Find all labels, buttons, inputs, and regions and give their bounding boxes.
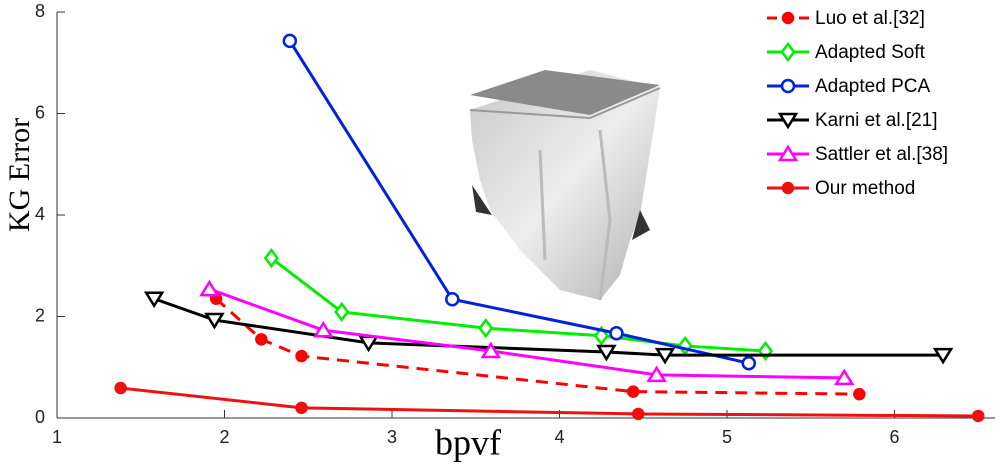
legend-label: Adapted Soft (815, 42, 926, 63)
legend-marker (783, 13, 793, 23)
marker (854, 389, 864, 399)
marker (633, 409, 643, 419)
legend-marker (783, 183, 793, 193)
marker (973, 411, 983, 421)
y-tick-label: 0 (35, 407, 45, 427)
series (265, 250, 771, 359)
y-tick-label: 2 (35, 305, 45, 325)
marker (336, 304, 348, 320)
x-axis-label: bpvf (435, 422, 501, 462)
marker (297, 403, 307, 413)
series-line (121, 388, 979, 416)
marker (760, 343, 772, 359)
x-tick-label: 5 (722, 427, 732, 447)
series-line (154, 299, 943, 355)
marker (256, 334, 266, 344)
y-tick-label: 8 (35, 1, 45, 21)
y-tick-label: 4 (35, 204, 45, 224)
x-tick-label: 3 (387, 427, 397, 447)
marker (679, 338, 691, 354)
series-line (271, 258, 765, 351)
marker (284, 35, 296, 47)
marker (480, 320, 492, 336)
y-tick-label: 6 (35, 102, 45, 122)
marker (116, 383, 126, 393)
x-tick-label: 2 (219, 427, 229, 447)
legend-label: Karni et al.[21] (815, 110, 938, 131)
cloth-image (470, 70, 660, 300)
marker (201, 282, 217, 295)
legend-label: Luo et al.[32] (815, 8, 925, 29)
legend-marker (782, 44, 794, 60)
marker (628, 387, 638, 397)
x-tick-label: 1 (52, 427, 62, 447)
x-tick-label: 6 (889, 427, 899, 447)
marker (610, 327, 622, 339)
legend-label: Adapted PCA (815, 76, 930, 97)
legend-label: Our method (815, 178, 915, 199)
marker (297, 351, 307, 361)
marker (743, 357, 755, 369)
y-axis-label: KG Error (3, 118, 36, 232)
legend-marker (782, 80, 794, 92)
x-tick-label: 4 (554, 427, 564, 447)
chart: bpvf KG Error 1 2 3 4 5 6 0 2 4 6 8 Luo et al.[32] A… (0, 0, 1005, 471)
marker (446, 293, 458, 305)
legend-label: Sattler et al.[38] (815, 144, 948, 165)
series (146, 293, 951, 362)
series (116, 383, 984, 421)
marker (265, 250, 277, 266)
